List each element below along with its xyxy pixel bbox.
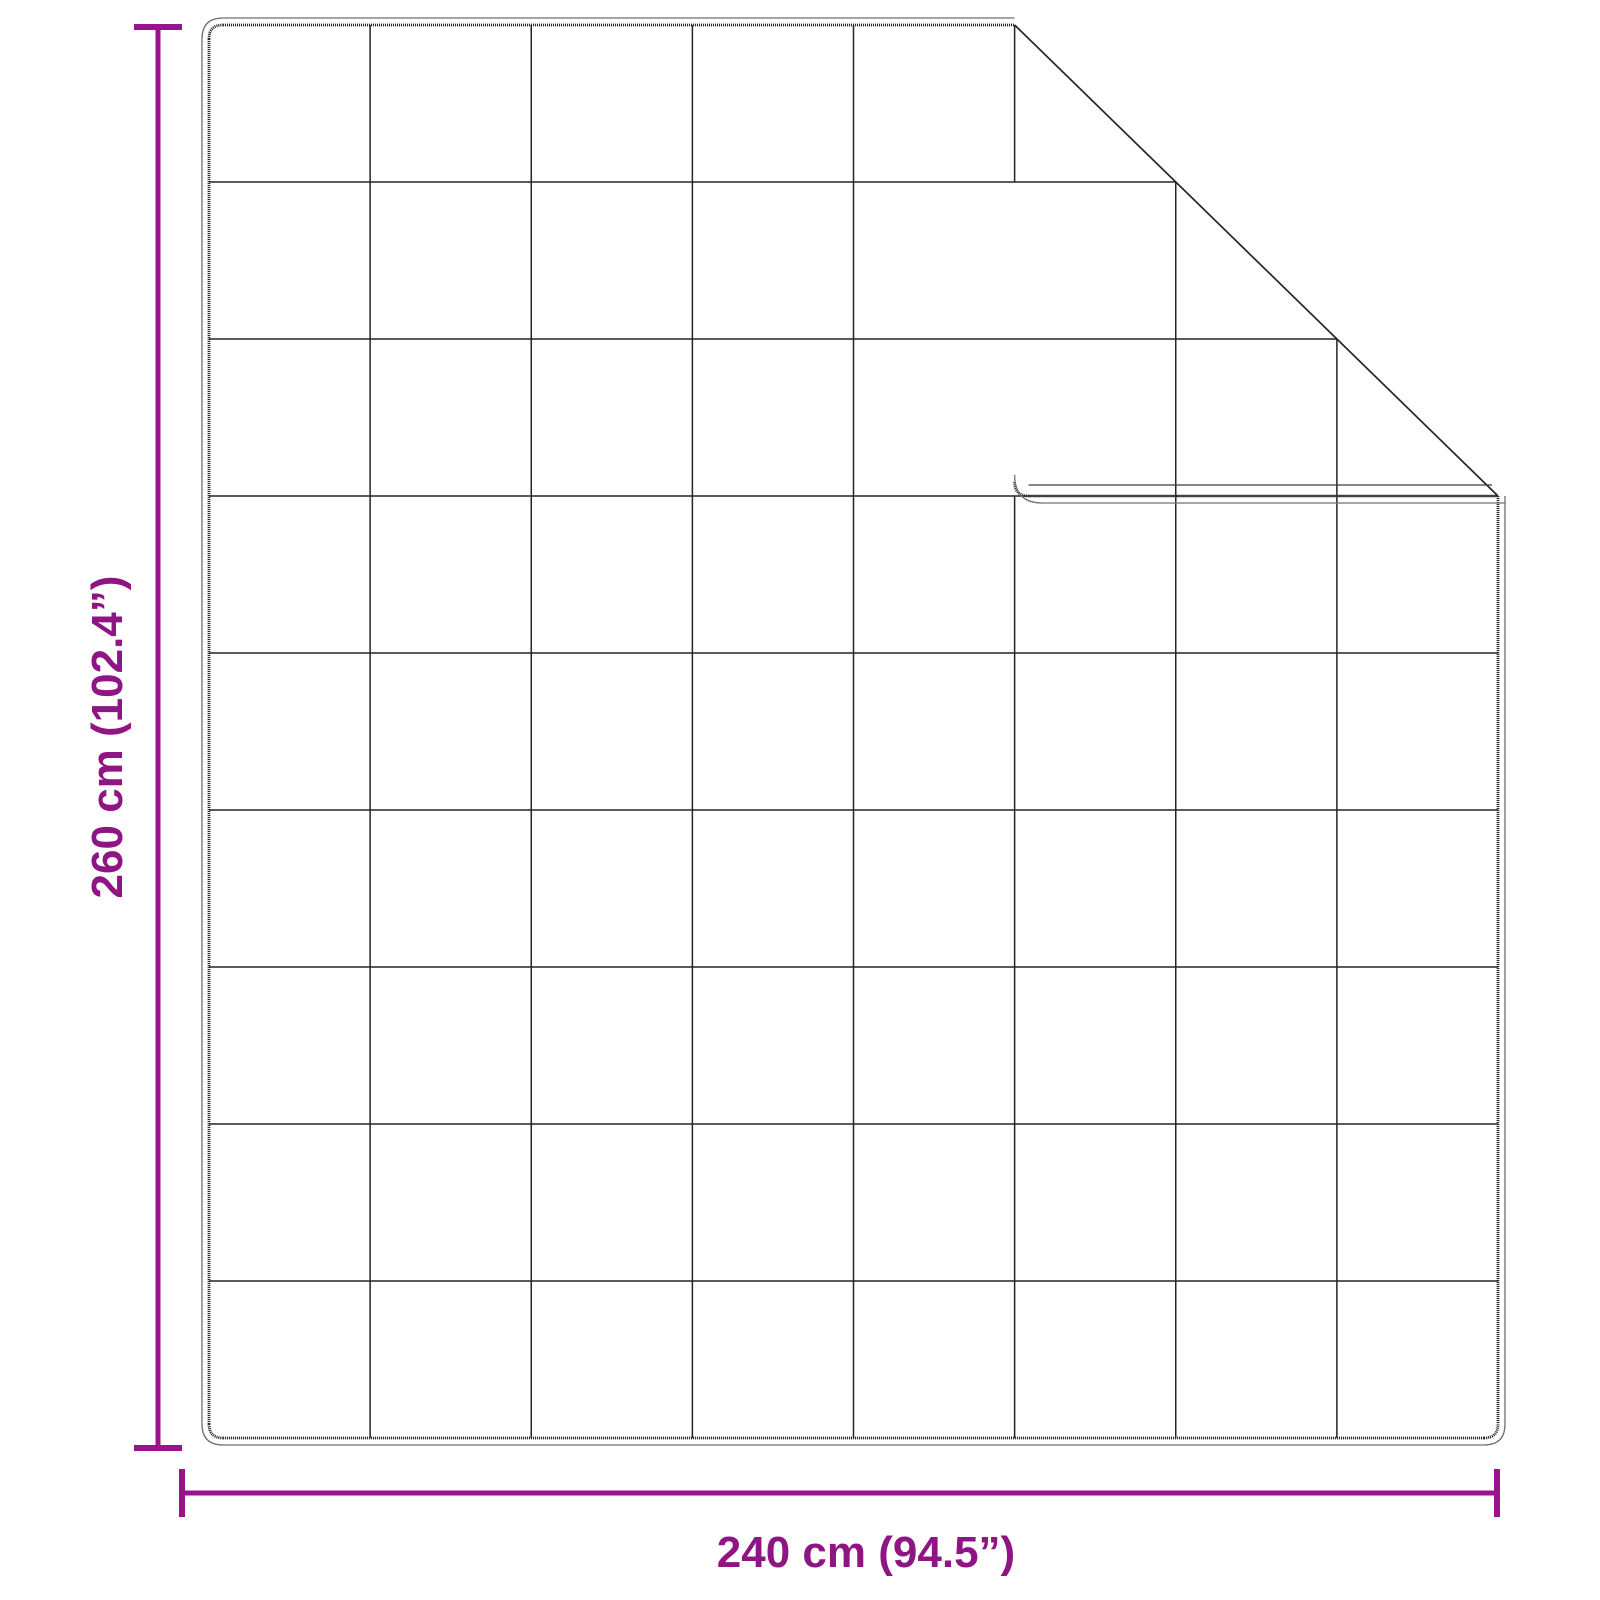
svg-text:260 cm (102.4”): 260 cm (102.4”) (83, 576, 132, 899)
svg-text:240 cm (94.5”): 240 cm (94.5”) (717, 1528, 1015, 1577)
